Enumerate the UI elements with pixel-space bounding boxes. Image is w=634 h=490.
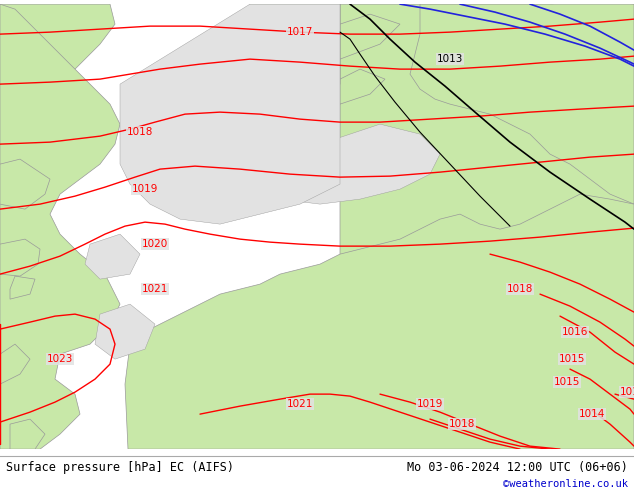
Polygon shape [410,4,634,204]
Polygon shape [340,14,400,59]
Polygon shape [250,4,340,104]
Text: 1016: 1016 [562,327,588,337]
Text: 101: 101 [620,387,634,397]
Text: 1018: 1018 [507,284,533,294]
Polygon shape [250,124,440,204]
Text: 1018: 1018 [127,127,153,137]
Polygon shape [0,239,40,276]
Text: 1023: 1023 [47,354,73,364]
Text: 1021: 1021 [142,284,168,294]
Polygon shape [95,304,155,359]
Polygon shape [125,194,634,449]
Text: 1019: 1019 [132,184,158,194]
Text: ©weatheronline.co.uk: ©weatheronline.co.uk [503,480,628,490]
Polygon shape [10,419,45,449]
Text: Surface pressure [hPa] EC (AIFS): Surface pressure [hPa] EC (AIFS) [6,462,235,474]
Text: 1017: 1017 [287,27,313,37]
Polygon shape [0,4,115,119]
Polygon shape [85,234,140,279]
Text: 1018: 1018 [449,419,476,429]
Polygon shape [340,4,634,449]
Polygon shape [0,344,30,384]
Polygon shape [0,4,120,449]
Text: 1019: 1019 [417,399,443,409]
Polygon shape [340,69,385,104]
Polygon shape [10,276,35,299]
Text: Mo 03-06-2024 12:00 UTC (06+06): Mo 03-06-2024 12:00 UTC (06+06) [407,462,628,474]
Polygon shape [120,4,340,224]
Text: 1020: 1020 [142,239,168,249]
Text: 1014: 1014 [579,409,605,419]
Text: 1013: 1013 [437,54,463,64]
Polygon shape [0,159,50,209]
Text: 1015: 1015 [554,377,580,387]
Text: 1015: 1015 [559,354,585,364]
Text: 1021: 1021 [287,399,313,409]
